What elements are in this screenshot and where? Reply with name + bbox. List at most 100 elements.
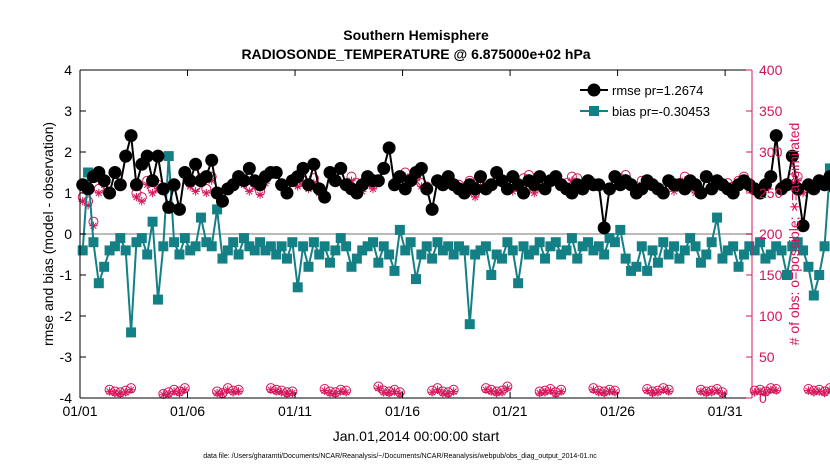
bias-point <box>427 253 438 264</box>
bias-point <box>803 261 814 272</box>
bias-point <box>319 241 330 252</box>
obs-assimilated-point <box>530 188 539 198</box>
bias-point <box>749 245 760 256</box>
y-axis-left-label: rmse and bias (model - observation) <box>40 122 56 346</box>
bias-point <box>405 237 416 248</box>
obs-assimilated-point <box>551 389 560 399</box>
rmse-point <box>162 200 176 214</box>
obs-assimilated-point <box>159 390 168 399</box>
obs-assimilated-point <box>347 176 356 185</box>
rmse-point <box>129 178 143 192</box>
obs-assimilated-point <box>212 388 222 398</box>
bias-point <box>330 245 341 256</box>
bias-point <box>717 253 728 264</box>
bias-point <box>351 253 362 264</box>
obs-assimilated-point <box>126 385 136 394</box>
rmse-point <box>242 161 256 175</box>
obs-assimilated-point <box>481 385 491 394</box>
bias-point <box>459 245 470 256</box>
obs-assimilated-point <box>191 187 200 196</box>
obs-assimilated-point <box>470 192 480 202</box>
bias-point <box>599 249 610 260</box>
obs-assimilated-point <box>395 389 405 399</box>
rmse-point <box>592 178 606 192</box>
obs-assimilated-point <box>702 388 711 398</box>
bias-point <box>341 241 352 252</box>
obs-assimilated-point <box>643 386 652 395</box>
obs-assimilated-point <box>94 188 103 198</box>
obs-assimilated-point <box>804 386 813 395</box>
bias-point <box>480 241 491 252</box>
rmse-point <box>764 170 778 184</box>
obs-assimilated-point <box>293 182 302 191</box>
bias-point <box>669 241 680 252</box>
rmse-point <box>382 141 396 155</box>
obs-assimilated-point <box>282 389 292 399</box>
bias-point <box>238 233 249 244</box>
bias-point <box>201 237 212 248</box>
obs-assimilated-point <box>384 388 394 398</box>
bias-point <box>260 245 271 256</box>
bias-point <box>545 241 556 252</box>
bias-point <box>566 233 577 244</box>
obs-assimilated-point <box>427 388 437 397</box>
bias-point <box>760 253 771 264</box>
bias-point <box>362 241 373 252</box>
obs-assimilated-point <box>600 388 609 398</box>
bias-point <box>776 245 787 256</box>
y-right-tick-label: 300 <box>759 144 783 160</box>
bias-point <box>99 261 110 272</box>
obs-assimilated-point <box>438 388 448 398</box>
obs-assimilated-point <box>331 389 340 399</box>
bias-point <box>443 241 454 252</box>
tick-labels: -4 -3 -2 -1 0 1 2 3 4 0 50 100 150 200 250 300 350 400 01/… <box>60 62 783 419</box>
bias-point <box>367 237 378 248</box>
rmse-point <box>183 174 197 188</box>
rmse-point <box>785 149 799 163</box>
bias-point <box>222 245 233 256</box>
bias-point <box>577 241 588 252</box>
rmse-point <box>414 161 428 175</box>
bias-point <box>685 233 696 244</box>
y-left-tick-label: 0 <box>64 226 72 242</box>
obs-assimilated-point <box>546 386 555 395</box>
bias-point <box>470 249 481 260</box>
rmse-point <box>318 190 332 204</box>
obs-assimilated-point <box>712 386 722 395</box>
rmse-point <box>146 174 160 188</box>
legend-bias-label: bias pr=-0.30453 <box>612 104 710 119</box>
bias-point <box>771 241 782 252</box>
obs-assimilated-point <box>229 388 238 397</box>
bias-point <box>728 241 739 252</box>
bias-point <box>572 253 583 264</box>
bias-point <box>324 257 335 268</box>
bias-point <box>561 245 572 256</box>
plot-area <box>76 129 830 399</box>
obs-assimilated-point <box>272 387 281 396</box>
bias-point <box>126 327 137 338</box>
bias-point <box>529 245 540 256</box>
rmse-point <box>517 186 531 200</box>
obs-assimilated-point <box>78 197 87 206</box>
rmse-point <box>172 202 186 216</box>
obs-assimilated-point <box>288 388 297 398</box>
bias-point <box>824 163 830 174</box>
obs-assimilated-point <box>766 385 775 394</box>
obs-assimilated-point <box>255 190 265 199</box>
bias-point <box>507 245 518 256</box>
obs-assimilated-point <box>379 388 388 397</box>
bias-point <box>179 233 190 244</box>
obs-assimilated-point <box>492 388 501 398</box>
rmse-point <box>280 186 294 200</box>
rmse-point <box>420 182 434 196</box>
y-right-tick-label: 250 <box>759 185 783 201</box>
rmse-point <box>796 219 810 233</box>
y-left-tick-label: 1 <box>64 185 72 201</box>
bias-point <box>690 241 701 252</box>
y-right-tick-label: 150 <box>759 267 783 283</box>
y-right-tick-label: 400 <box>759 62 783 78</box>
bias-point <box>378 241 389 252</box>
bias-point <box>195 212 206 223</box>
bias-point <box>265 241 276 252</box>
obs-assimilated-point <box>540 388 550 397</box>
